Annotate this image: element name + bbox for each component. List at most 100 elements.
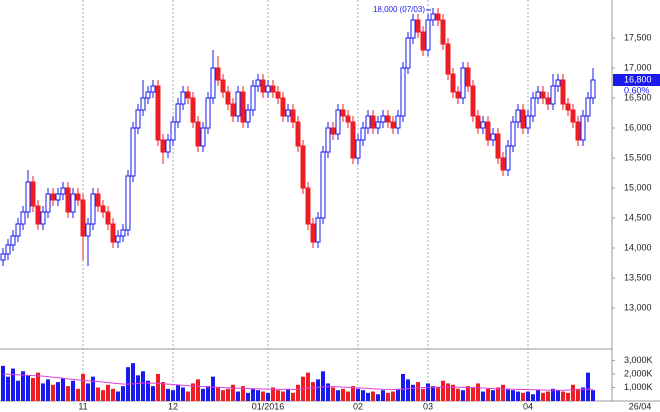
candle-body [25, 181, 31, 213]
volume-bar [266, 392, 270, 401]
volume-bar [26, 375, 30, 401]
candle-body [230, 103, 236, 117]
candle-body [285, 109, 291, 117]
volume-bar [216, 387, 220, 401]
volume-bar [196, 379, 200, 401]
x-tick-label: 03 [423, 401, 433, 411]
volume-bar [81, 373, 85, 401]
volume-bar [331, 387, 335, 401]
volume-bar [306, 372, 310, 401]
candle-body [140, 97, 146, 111]
volume-bar [51, 384, 55, 401]
candle-body [305, 187, 311, 225]
candle-body [385, 115, 391, 123]
candle-body [10, 235, 16, 246]
volume-bar [101, 390, 105, 401]
volume-bar [206, 386, 210, 401]
volume-bar [176, 384, 180, 401]
candle-body [105, 211, 111, 225]
volume-bar [551, 388, 555, 401]
candle-body [365, 115, 371, 129]
volume-bar [546, 391, 550, 401]
candle-body [580, 115, 586, 141]
candle-body [65, 187, 71, 213]
volume-bar [531, 394, 535, 401]
candle-body [145, 91, 151, 99]
volume-bar [181, 387, 185, 401]
candle-body [505, 145, 511, 171]
volume-bar [366, 392, 370, 401]
candle-body [585, 97, 591, 117]
volume-bar [211, 376, 215, 401]
candle-body [410, 19, 416, 39]
volume-bar [541, 392, 545, 401]
candle-body [240, 91, 246, 123]
candle-body [415, 19, 421, 33]
volume-bar [191, 383, 195, 401]
candle-body [405, 37, 411, 69]
candle-body [565, 103, 571, 111]
volume-bar [571, 384, 575, 401]
candle-body [190, 97, 196, 123]
volume-bar [591, 390, 595, 401]
candle-body [540, 91, 546, 99]
volume-bar [281, 391, 285, 401]
candle-body [20, 211, 26, 225]
volume-bar [451, 384, 455, 401]
x-tick-label: 02 [353, 401, 363, 411]
candle-body [525, 115, 531, 129]
candle-body [515, 109, 521, 123]
volume-bar [31, 378, 35, 401]
volume-bar [166, 388, 170, 401]
candle-body [70, 193, 76, 213]
candle-body [0, 253, 6, 261]
volume-bar [486, 388, 490, 401]
volume-bar [311, 382, 315, 401]
candle-body [460, 67, 466, 99]
volume-bar [96, 387, 100, 401]
candle-body [95, 193, 101, 207]
volume-tick-label: 3,000K [624, 355, 653, 365]
candle-body [115, 235, 121, 243]
volume-bar [106, 384, 110, 401]
volume-bar [496, 387, 500, 401]
volume-bar [121, 386, 125, 401]
candle-body [135, 109, 141, 129]
x-end-label: 26/04 [629, 401, 652, 411]
volume-bar [136, 375, 140, 401]
candle-body [300, 145, 306, 189]
volume-bar [511, 390, 515, 401]
candle-body [260, 79, 266, 93]
candle-body [390, 121, 396, 129]
candle-body [470, 85, 476, 117]
candle-body [400, 67, 406, 117]
volume-bar [241, 386, 245, 401]
candle-body [165, 139, 171, 153]
candle-body [570, 109, 576, 123]
volume-bar [406, 379, 410, 401]
volume-bar [21, 371, 25, 401]
y-tick-label: 14,000 [624, 242, 652, 252]
candle-body [255, 79, 261, 87]
candle-body [125, 175, 131, 231]
candle-body [490, 133, 496, 141]
candle-body [535, 91, 541, 99]
volume-bar [516, 391, 520, 401]
candle-body [320, 151, 326, 219]
candle-body [205, 97, 211, 129]
candle-body [520, 109, 526, 129]
candle-body [370, 115, 376, 129]
candle-body [185, 91, 191, 99]
volume-bar [86, 383, 90, 401]
volume-bar [581, 387, 585, 401]
volume-bar [76, 388, 80, 401]
candle-body [455, 91, 461, 99]
volume-bar [471, 387, 475, 401]
candle-body [175, 103, 181, 123]
y-tick-label: 16,500 [624, 92, 652, 102]
volume-ma-line [2, 373, 594, 391]
volume-bar [346, 391, 350, 401]
volume-bar [151, 386, 155, 401]
candle-body [210, 67, 216, 99]
volume-bar [291, 392, 295, 401]
